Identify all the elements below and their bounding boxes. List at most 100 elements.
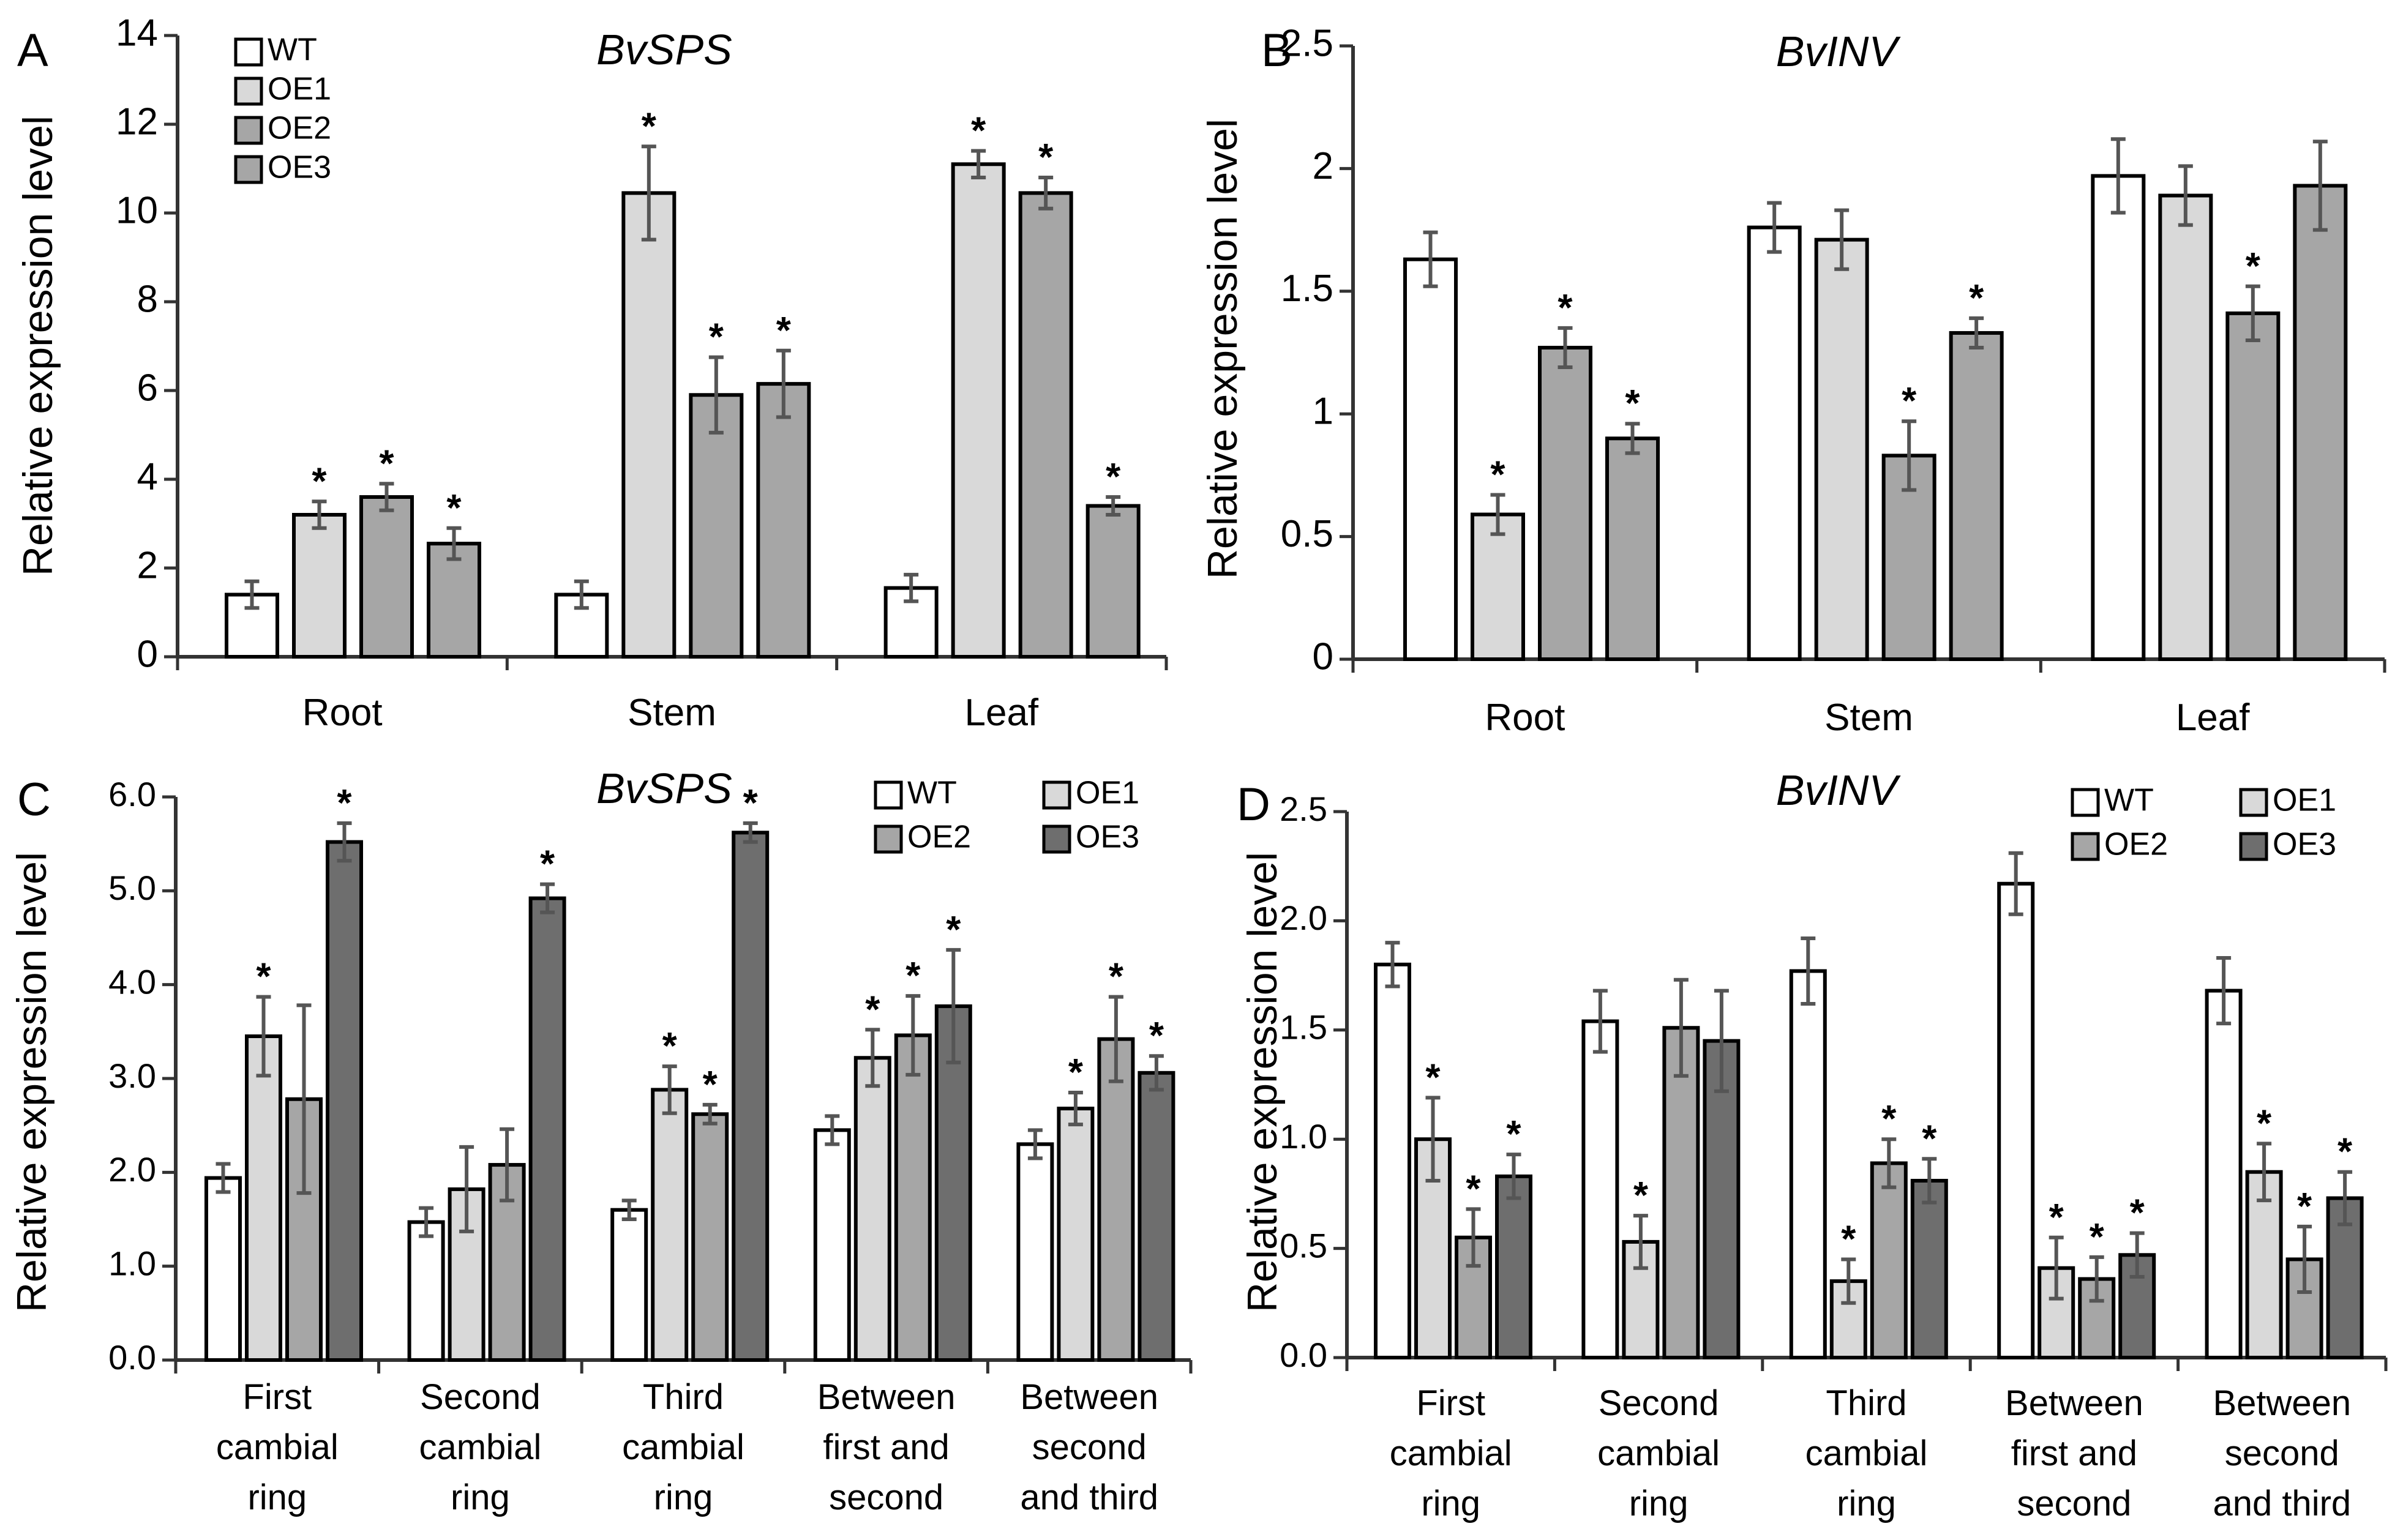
bar-oe1 (448, 1187, 485, 1362)
chart-title: BvSPS (596, 26, 732, 73)
bar-oe2 (689, 393, 744, 659)
significance-marker: * (776, 310, 792, 352)
bar-oe2 (1538, 345, 1592, 661)
significance-marker: * (1038, 136, 1054, 179)
legend-label: OE2 (907, 820, 971, 855)
bar-oe2 (359, 495, 414, 659)
bar-wt (1581, 1019, 1619, 1359)
legend-label: OE1 (268, 72, 331, 107)
legend-label: OE1 (1076, 776, 1139, 811)
legend: WT OE1 OE2 OE3 (234, 32, 331, 185)
legend-swatch (874, 780, 903, 810)
y-tick-label: 5.0 (108, 869, 156, 907)
bar-oe3 (732, 831, 770, 1362)
y-tick-label: 2.0 (108, 1150, 156, 1189)
chart-panel-a: A BvSPS Relative expression level 0 2 4 6 8 10 12… (15, 12, 1168, 734)
y-tick-label: 2 (137, 544, 158, 586)
legend-swatch (874, 824, 903, 854)
significance-marker: * (2257, 1102, 2272, 1145)
significance-marker: * (971, 110, 986, 152)
x-category-label: Leaf (964, 692, 1038, 734)
y-tick-label: 0.0 (108, 1338, 156, 1377)
bar-oe3 (1138, 1071, 1175, 1362)
x-category-label: ring (1421, 1484, 1480, 1523)
significance-marker: * (703, 1064, 718, 1106)
significance-marker: * (446, 487, 462, 529)
y-tick-label: 0 (1313, 635, 1333, 678)
significance-marker: * (2297, 1186, 2312, 1228)
bar-oe3 (1703, 1039, 1741, 1359)
y-tick-label: 3.0 (108, 1056, 156, 1095)
x-category-label: cambial (419, 1427, 541, 1467)
bar-oe1 (951, 162, 1006, 659)
significance-marker: * (1633, 1175, 1649, 1217)
x-category-label: cambial (622, 1427, 744, 1467)
significance-marker: * (2246, 245, 2261, 288)
x-category-label: Third (1826, 1383, 1906, 1423)
x-category-label: cambial (216, 1427, 339, 1467)
y-tick-label: 6.0 (108, 775, 156, 813)
legend-swatch (2071, 788, 2100, 817)
x-category-label: Between (2213, 1383, 2351, 1423)
significance-marker: * (1490, 454, 1505, 496)
significance-marker: * (256, 956, 271, 998)
legend-label: OE3 (1076, 820, 1139, 855)
y-tick-label: 4 (137, 455, 158, 498)
y-tick-label: 0.5 (1281, 513, 1333, 555)
bar-oe2 (691, 1112, 729, 1362)
bar-oe2 (894, 1033, 932, 1362)
x-category-label: Root (1485, 697, 1565, 739)
significance-marker: * (1969, 277, 1984, 320)
chart-title: BvSPS (596, 764, 732, 812)
panel-label: D (1237, 779, 1270, 831)
y-tick-label: 1.0 (1280, 1117, 1327, 1156)
significance-marker: * (1922, 1118, 1937, 1160)
x-category-label: Between (1020, 1377, 1158, 1417)
bar-oe2 (2225, 311, 2281, 661)
legend-swatch (1042, 824, 1071, 854)
significance-marker: * (379, 443, 394, 485)
legend-swatch (2239, 832, 2268, 861)
x-category-label: and third (1020, 1478, 1158, 1517)
x-category-label: first and (2011, 1433, 2137, 1473)
chart-title: BvINV (1776, 28, 1902, 75)
significance-marker: * (337, 782, 352, 824)
significance-marker: * (1106, 456, 1121, 498)
x-category-label: second (2225, 1433, 2339, 1473)
y-tick-label: 10 (116, 189, 158, 231)
x-category-label: Second (420, 1377, 541, 1417)
x-category-label: first and (823, 1427, 949, 1467)
significance-marker: * (2337, 1131, 2353, 1173)
significance-marker: * (1841, 1218, 1856, 1260)
bar-oe3 (1605, 436, 1660, 662)
legend-label: OE2 (2104, 827, 2168, 862)
bar-oe1 (651, 1088, 689, 1362)
legend-swatch (234, 155, 263, 184)
significance-marker: * (1068, 1052, 1084, 1094)
legend: WT OE1 OE2 OE3 (2071, 783, 2336, 862)
bar-oe2 (2285, 1257, 2323, 1359)
significance-marker: * (1425, 1056, 1441, 1099)
bar-oe3 (1910, 1178, 1948, 1359)
x-category-label: Second (1599, 1383, 1719, 1423)
x-category-label: ring (451, 1478, 510, 1517)
x-category-label: Third (643, 1377, 724, 1417)
x-category-label: Leaf (2176, 697, 2250, 739)
chart-panel-d: D BvINV Relative expression level 0.0 0.5 1.0… (1237, 766, 2388, 1523)
significance-marker: * (1881, 1098, 1897, 1140)
x-category-label: cambial (1597, 1433, 1720, 1473)
bar-oe2 (1097, 1037, 1135, 1362)
bar-wt (1374, 962, 1411, 1359)
bar-oe1 (621, 191, 677, 659)
x-category-label: Root (302, 692, 383, 734)
bar-oe2 (1870, 1161, 1908, 1359)
y-tick-label: 6 (137, 367, 158, 409)
legend-label: OE3 (268, 150, 331, 185)
legend-label: OE3 (2273, 827, 2336, 862)
bar-wt (1789, 969, 1827, 1359)
y-tick-label: 12 (116, 100, 158, 143)
significance-marker: * (905, 955, 921, 997)
bar-oe3 (528, 896, 566, 1362)
legend-label: OE1 (2273, 783, 2336, 818)
significance-marker: * (1466, 1168, 1481, 1210)
